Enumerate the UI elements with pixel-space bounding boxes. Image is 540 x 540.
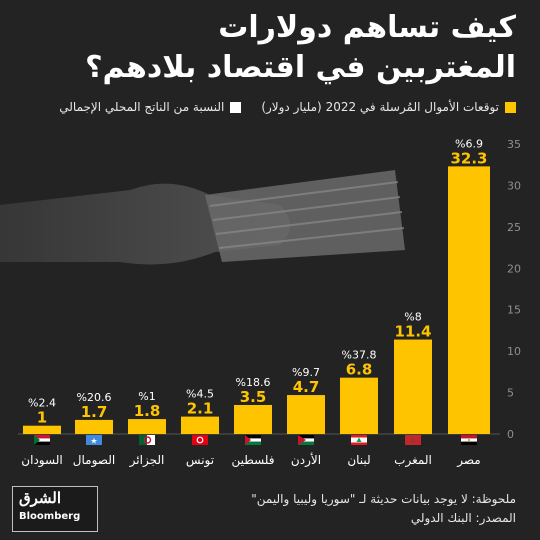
svg-text:☆: ☆ <box>410 437 416 445</box>
bar-value-label: 1.8 <box>134 402 161 420</box>
bar-value-label: 11.4 <box>394 323 431 341</box>
bar <box>234 405 272 434</box>
bar <box>128 419 166 434</box>
gdp-share-label: %2.4 <box>28 397 56 410</box>
svg-text:★: ★ <box>90 437 97 446</box>
category-label: المغرب <box>394 453 432 468</box>
logo-sub: Bloomberg <box>19 511 81 522</box>
logo-brand: الشرق <box>19 489 62 507</box>
bar-value-label: 32.3 <box>450 149 487 167</box>
algeria-flag-icon <box>139 435 155 445</box>
y-tick-label: 30 <box>507 179 521 192</box>
footer-source: المصدر: البنك الدولي <box>410 511 516 525</box>
bar-value-label: 2.1 <box>187 400 214 418</box>
bar <box>75 419 113 434</box>
hand-with-money-illustration <box>0 170 405 265</box>
gdp-share-label: %20.6 <box>77 391 112 404</box>
y-tick-label: 35 <box>507 138 521 151</box>
legend: توقعات الأموال المُرسلة في 2022 (مليار د… <box>59 100 516 114</box>
gdp-share-label: %9.7 <box>292 366 320 379</box>
footer-note: ملحوظة: لا يوجد بيانات حديثة لـ "سوريا و… <box>251 492 516 506</box>
legend-swatch-white <box>230 101 242 113</box>
legend-label-remittances: توقعات الأموال المُرسلة في 2022 (مليار د… <box>261 100 499 114</box>
bar-value-label: 6.8 <box>346 361 373 379</box>
y-tick-label: 5 <box>507 387 514 400</box>
morocco-flag-icon: ☆ <box>405 435 421 445</box>
lebanon-flag-icon <box>351 435 367 445</box>
category-label: فلسطين <box>231 453 274 468</box>
category-label: لبنان <box>347 453 370 467</box>
gdp-share-label: %18.6 <box>236 376 271 389</box>
chart-title: كيف تساهم دولارات المغتربين في اقتصاد بل… <box>16 8 516 88</box>
category-label: تونس <box>186 453 214 468</box>
bar-value-label: 1.7 <box>81 403 108 421</box>
legend-item-gdp: النسبة من الناتج المحلي الإجمالي <box>59 100 242 114</box>
sudan-flag-icon <box>34 435 50 445</box>
category-label: السودان <box>21 453 62 468</box>
category-label: الجزائر <box>129 453 165 468</box>
jordan-flag-icon <box>298 435 314 445</box>
bar <box>181 416 219 434</box>
gdp-share-label: %8 <box>404 311 421 324</box>
palestine-flag-icon <box>245 435 261 445</box>
bar <box>394 339 432 434</box>
bar <box>23 425 61 434</box>
bar <box>448 166 490 434</box>
footer: ملحوظة: لا يوجد بيانات حديثة لـ "سوريا و… <box>251 490 516 528</box>
asharq-bloomberg-logo: الشرق Bloomberg <box>12 486 98 532</box>
tunisia-flag-icon <box>192 435 208 445</box>
y-tick-label: 0 <box>507 428 514 441</box>
category-label: مصر <box>456 453 480 468</box>
y-tick-label: 20 <box>507 262 521 275</box>
bar-value-label: 3.5 <box>240 388 267 406</box>
y-tick-label: 25 <box>507 221 521 234</box>
bars: 1%2.4 السودان 1.7%20.6 ★ الصومال 1.8%1 الجزائر… <box>21 137 490 468</box>
gdp-share-label: %1 <box>138 390 155 403</box>
legend-swatch-yellow <box>505 101 516 113</box>
somalia-flag-icon: ★ <box>86 435 102 446</box>
title-line-2: المغتربين في اقتصاد بلادهم؟ <box>85 50 516 85</box>
bar-value-label: 1 <box>37 409 47 427</box>
bar-value-label: 4.7 <box>293 378 320 396</box>
gdp-share-label: %4.5 <box>186 388 214 401</box>
category-label: الأردن <box>291 452 321 468</box>
bar <box>287 395 325 434</box>
legend-label-gdp: النسبة من الناتج المحلي الإجمالي <box>59 100 225 114</box>
y-tick-label: 15 <box>507 304 521 317</box>
gdp-share-label: %37.8 <box>342 349 377 362</box>
gdp-share-label: %6.9 <box>455 137 483 150</box>
legend-item-remittances: توقعات الأموال المُرسلة في 2022 (مليار د… <box>261 100 516 114</box>
title-line-1: كيف تساهم دولارات <box>218 10 516 45</box>
y-tick-label: 10 <box>507 345 521 358</box>
category-label: الصومال <box>73 453 115 468</box>
bar <box>340 377 378 434</box>
egypt-flag-icon <box>461 435 477 445</box>
